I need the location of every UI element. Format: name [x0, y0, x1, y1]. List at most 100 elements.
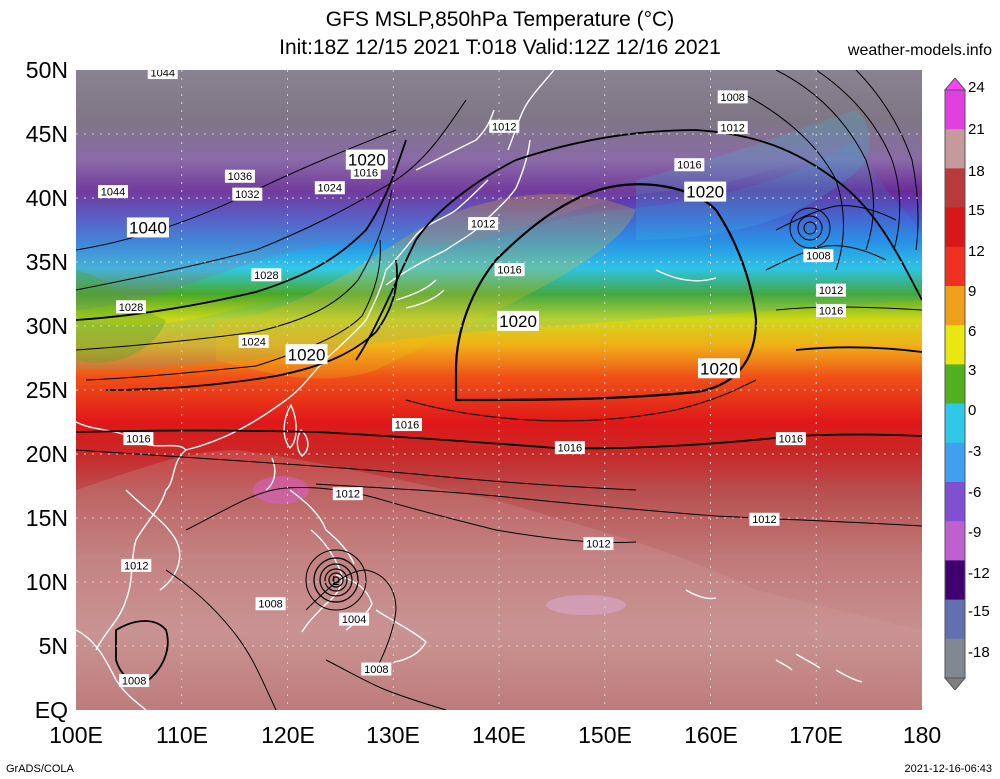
isobar-labels: 1044 1044 1040 1036 1032 1028 1028 1024 1024 1020…	[98, 70, 847, 688]
isobar-label-bg	[361, 662, 392, 676]
lat-label: 45N	[25, 121, 68, 147]
isobar-label: 1020	[345, 149, 388, 170]
isobar-value: 1008	[720, 92, 744, 104]
colorbar-border	[944, 89, 966, 679]
isobar-value: 1008	[122, 676, 146, 688]
isobar-label-bg	[554, 441, 585, 455]
isobar-label-bg	[489, 119, 520, 133]
isobar-value: 1012	[752, 514, 776, 526]
isobar-value: 1008	[364, 664, 388, 676]
isobar-label-bg	[803, 249, 834, 263]
isobar-label: 1016	[816, 304, 847, 318]
isobar-label-bg	[775, 432, 806, 446]
map-subtitle: Init:18Z 12/15 2021 T:018 Valid:12Z 12/1…	[279, 36, 721, 59]
isobar-label-bg	[468, 217, 499, 231]
isobar-value: 1012	[586, 539, 610, 551]
lon-label: 180	[902, 722, 942, 748]
isobar-value: 1040	[129, 219, 167, 238]
isobar-label: 1008	[803, 249, 834, 263]
isobar-label-bg	[123, 432, 154, 446]
isobar-label-bg	[749, 512, 780, 526]
lat-label: 50N	[25, 57, 68, 83]
footer-credit: GrADS/COLA	[6, 763, 74, 775]
colorbar-label: -9	[968, 524, 982, 541]
isobar-label-bg	[232, 187, 263, 201]
isobar-value: 1008	[258, 599, 282, 611]
isobar-value: 1024	[241, 336, 265, 348]
isobar-value: 1012	[819, 285, 843, 297]
colorbar-label: 3	[968, 362, 977, 379]
isobar-label: 1028	[115, 300, 146, 314]
isobar-label-bg	[494, 263, 525, 277]
isobar-value: 1044	[101, 187, 125, 199]
lat-label: 20N	[25, 441, 68, 467]
isobar-label-bg	[391, 418, 422, 432]
isobar-label-bg	[238, 334, 269, 348]
isobar-value: 1028	[254, 270, 278, 282]
colorbar-swatch	[945, 599, 965, 640]
isobar-label: 1012	[489, 119, 520, 133]
isobar-label-bg	[332, 487, 363, 501]
isobar-label: 1020	[684, 181, 727, 202]
colorbar-label: -18	[968, 644, 990, 661]
isobar-value: 1020	[700, 359, 738, 378]
isobar-label: 1012	[749, 512, 780, 526]
colorbar-swatch	[945, 129, 965, 169]
isobar-value: 1020	[686, 183, 724, 202]
isobar-label: 1040	[126, 217, 169, 238]
isobar-label: 1012	[121, 558, 152, 572]
colorbar-label: 15	[968, 202, 985, 219]
isobar-label-bg	[121, 558, 152, 572]
colorbar-top-arrow	[944, 78, 966, 91]
isobar-label-bg	[816, 283, 847, 297]
isobar-label: 1016	[350, 165, 381, 179]
colorbar-label: 0	[968, 402, 977, 419]
isobar-label-bg	[115, 300, 146, 314]
isobar-label: 1012	[332, 487, 363, 501]
isobar-label-bg	[674, 158, 705, 172]
isobar-value: 1016	[819, 306, 843, 318]
isobar-value: 1044	[150, 70, 174, 80]
isobar-label: 1008	[255, 597, 286, 611]
isobar-value: 1004	[342, 614, 366, 626]
lon-label: 130E	[366, 722, 420, 748]
colorbar-swatch	[945, 442, 965, 483]
isobar-value: 1020	[288, 345, 326, 364]
map-title: GFS MSLP,850hPa Temperature (°C)	[325, 8, 675, 31]
grid-lines	[76, 70, 922, 710]
isobar-label: 1020	[285, 344, 328, 365]
isobar-value: 1008	[806, 251, 830, 263]
lat-label: EQ	[34, 697, 68, 723]
isobar-label-bg	[224, 169, 255, 183]
isobar-label: 1044	[98, 185, 129, 199]
isobar-value: 1016	[677, 160, 701, 172]
isobar-value: 1016	[779, 434, 803, 446]
isobar-label: 1008	[119, 674, 150, 688]
isobar-value: 1028	[119, 302, 143, 314]
lat-label: 10N	[25, 569, 68, 595]
colorbar-swatch	[945, 90, 965, 130]
lat-label: 25N	[25, 377, 68, 403]
isobar-label-bg	[285, 344, 328, 365]
isobar-label-bg	[251, 268, 282, 282]
colorbar-label: 6	[968, 323, 977, 340]
isobar-label: 1020	[697, 358, 740, 378]
colorbar-swatch	[945, 246, 965, 287]
lon-label: 100E	[49, 722, 103, 748]
lon-label: 170E	[789, 722, 843, 748]
isobar-label: 1044	[147, 70, 178, 80]
isobar-label-bg	[345, 149, 388, 170]
temperature-colorbar	[944, 78, 966, 690]
lat-label: 15N	[25, 505, 68, 531]
isobar-label-bg	[717, 90, 748, 104]
colorbar-swatch	[945, 482, 965, 522]
colorbar-label: 12	[968, 243, 985, 260]
isobar-label: 1012	[583, 537, 614, 551]
isobar-label-bg	[350, 165, 381, 179]
isobar-label: 1012	[816, 283, 847, 297]
isobar-label: 1004	[339, 612, 370, 626]
isobar-value: 1032	[235, 189, 259, 201]
isobar-label-bg	[147, 70, 178, 80]
isobar-label-bg	[255, 597, 286, 611]
weather-map: L 10441044104010361032102810281024102410…	[76, 70, 922, 710]
